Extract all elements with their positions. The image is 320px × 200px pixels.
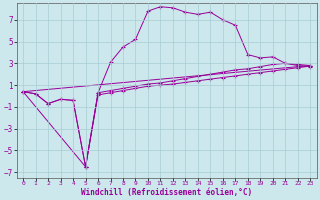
X-axis label: Windchill (Refroidissement éolien,°C): Windchill (Refroidissement éolien,°C) [81, 188, 252, 197]
